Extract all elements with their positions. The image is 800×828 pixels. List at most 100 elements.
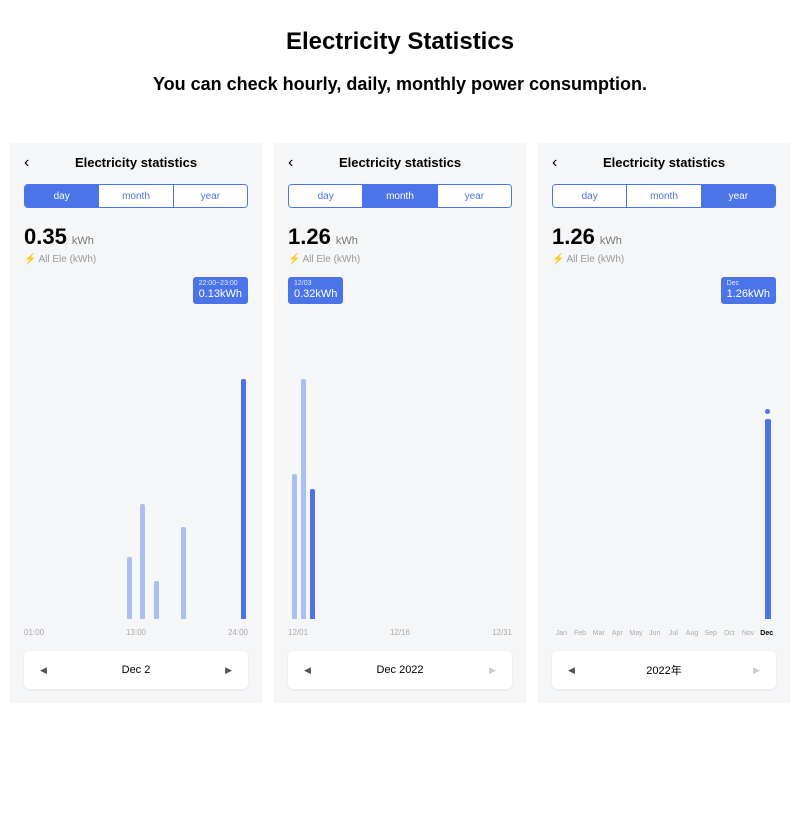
stat-label: ⚡All Ele (kWh) <box>24 254 248 265</box>
chart-bar[interactable] <box>181 527 186 619</box>
axis-label: 12/01 <box>288 628 308 637</box>
axis-label: Feb <box>571 630 590 637</box>
axis-labels: JanFebMarAprMayJunJulAugSepOctNovDec <box>552 630 776 637</box>
panel-title: Electricity statistics <box>24 155 248 170</box>
tooltip-value: 1.26kWh <box>727 288 770 300</box>
chart-bar[interactable] <box>154 581 159 619</box>
stat-label-text: All Ele (kWh) <box>566 254 624 265</box>
bolt-icon: ⚡ <box>552 254 564 265</box>
axis-labels: 12/0112/1612/31 <box>288 628 512 637</box>
stat-unit: kWh <box>336 235 358 247</box>
segment-month[interactable]: month <box>627 185 701 207</box>
chart-bar[interactable] <box>292 474 297 619</box>
bars-region <box>288 379 512 619</box>
bolt-icon: ⚡ <box>24 254 36 265</box>
date-picker: ◀ 2022年 ▶ <box>552 651 776 689</box>
stat-unit: kWh <box>72 235 94 247</box>
stat-label-text: All Ele (kWh) <box>302 254 360 265</box>
bolt-icon: ⚡ <box>288 254 300 265</box>
axis-label: Nov <box>739 630 758 637</box>
segment-month[interactable]: month <box>363 185 437 207</box>
period-segmented: daymonthyear <box>552 184 776 208</box>
stats-panel: ‹Electricity statistics daymonthyear 0.35 k… <box>10 143 262 703</box>
stat-line: 1.26 kWh <box>288 224 512 250</box>
chart-marker <box>765 409 770 414</box>
stats-panel: ‹Electricity statistics daymonthyear 1.26 k… <box>274 143 526 703</box>
tooltip-value: 0.13kWh <box>199 288 242 300</box>
axis-label: Jul <box>664 630 683 637</box>
stat-unit: kWh <box>600 235 622 247</box>
panel-header: ‹Electricity statistics <box>24 155 248 170</box>
page-title: Electricity Statistics <box>0 28 800 56</box>
axis-label: 13:00 <box>126 628 146 637</box>
segment-day[interactable]: day <box>289 185 363 207</box>
segment-year[interactable]: year <box>174 185 247 207</box>
axis-labels: 01:00 13:00 24:00 <box>24 628 248 637</box>
segment-month[interactable]: month <box>99 185 173 207</box>
chart-bar[interactable] <box>310 489 315 619</box>
stat-value: 1.26 <box>288 224 331 250</box>
axis-label: Jun <box>645 630 664 637</box>
bars-region <box>552 379 776 619</box>
stat-line: 1.26 kWh <box>552 224 776 250</box>
axis-label: 01:00 <box>24 628 44 637</box>
chevron-right-icon[interactable]: ▶ <box>753 665 760 676</box>
chart-area: 12/030.32kWh 12/0112/1612/31 <box>288 277 512 637</box>
tooltip-time: 12/03 <box>294 280 337 288</box>
chart-bar[interactable] <box>140 504 145 619</box>
period-segmented: daymonthyear <box>24 184 248 208</box>
stat-label: ⚡All Ele (kWh) <box>552 254 776 265</box>
stat-value: 0.35 <box>24 224 67 250</box>
chevron-left-icon[interactable]: ◀ <box>304 665 311 676</box>
tooltip-value: 0.32kWh <box>294 288 337 300</box>
back-icon[interactable]: ‹ <box>288 154 293 172</box>
segment-year[interactable]: year <box>702 185 775 207</box>
panels-row: ‹Electricity statisticsdaymonthyear0.35k… <box>0 143 800 703</box>
period-segmented: daymonthyear <box>288 184 512 208</box>
chart-bar[interactable] <box>241 379 246 619</box>
axis-label: Apr <box>608 630 627 637</box>
tooltip-time: 22:00~23:00 <box>199 280 242 288</box>
panel-header: ‹Electricity statistics <box>288 155 512 170</box>
stat-label: ⚡All Ele (kWh) <box>288 254 512 265</box>
chart-bar[interactable] <box>765 419 771 619</box>
chart-bar[interactable] <box>301 379 306 619</box>
stat-label-text: All Ele (kWh) <box>38 254 96 265</box>
segment-year[interactable]: year <box>438 185 511 207</box>
axis-label: Mar <box>589 630 608 637</box>
axis-label: 12/31 <box>492 628 512 637</box>
axis-label: Dec <box>757 630 776 637</box>
segment-day[interactable]: day <box>25 185 99 207</box>
chart-area: Dec1.26kWhJanFebMarAprMayJunJulAugSepOct… <box>552 277 776 637</box>
picker-label: 2022年 <box>646 662 681 678</box>
axis-label: Oct <box>720 630 739 637</box>
chart-tooltip: 22:00~23:000.13kWh <box>193 277 248 304</box>
chart-bar[interactable] <box>127 557 132 619</box>
axis-label: May <box>627 630 646 637</box>
panel-header: ‹Electricity statistics <box>552 155 776 170</box>
segment-day[interactable]: day <box>553 185 627 207</box>
stat-value: 1.26 <box>552 224 595 250</box>
panel-title: Electricity statistics <box>288 155 512 170</box>
chevron-right-icon[interactable]: ▶ <box>225 665 232 676</box>
stats-panel: ‹Electricity statistics daymonthyear 1.26 k… <box>538 143 790 703</box>
page-subtitle: You can check hourly, daily, monthly pow… <box>0 74 800 95</box>
tooltip-time: Dec <box>727 280 770 288</box>
axis-label: Jan <box>552 630 571 637</box>
back-icon[interactable]: ‹ <box>24 154 29 172</box>
chevron-left-icon[interactable]: ◀ <box>40 665 47 676</box>
axis-label: 24:00 <box>228 628 248 637</box>
picker-label: Dec 2 <box>122 664 151 676</box>
date-picker: ◀ Dec 2022 ▶ <box>288 651 512 689</box>
axis-label: Aug <box>683 630 702 637</box>
chevron-right-icon[interactable]: ▶ <box>489 665 496 676</box>
stat-line: 0.35 kWh <box>24 224 248 250</box>
date-picker: ◀ Dec 2 ▶ <box>24 651 248 689</box>
chevron-left-icon[interactable]: ◀ <box>568 665 575 676</box>
axis-label: Sep <box>701 630 720 637</box>
panel-title: Electricity statistics <box>552 155 776 170</box>
picker-label: Dec 2022 <box>376 664 423 676</box>
back-icon[interactable]: ‹ <box>552 154 557 172</box>
chart-tooltip: 12/030.32kWh <box>288 277 343 304</box>
chart-area: 22:00~23:000.13kWh 01:00 13:00 24:00 <box>24 277 248 637</box>
